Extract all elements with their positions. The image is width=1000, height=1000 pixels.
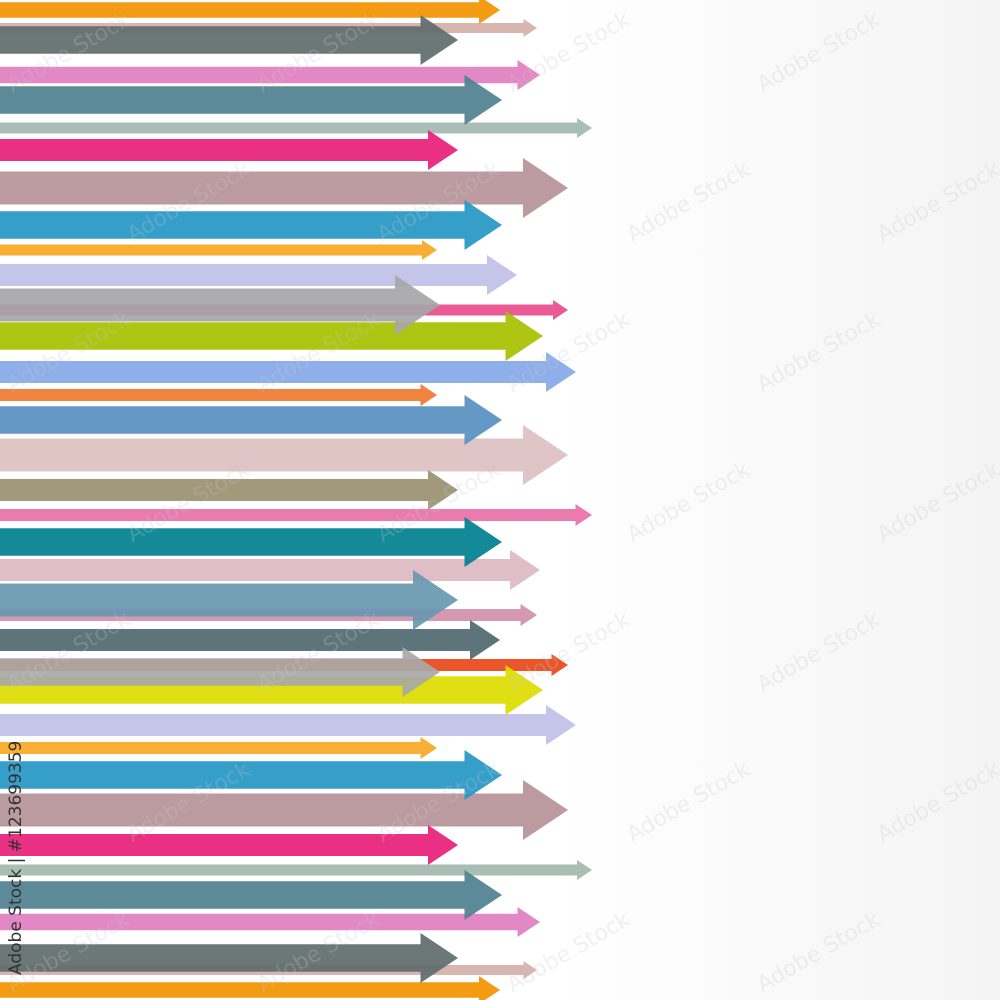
arrow-shape [0, 75, 502, 125]
arrow-shape [0, 425, 568, 485]
arrow-shape [0, 976, 500, 1000]
arrow-shape [0, 933, 458, 983]
arrow-shape [0, 200, 502, 250]
arrow-shape [0, 130, 458, 170]
arrow-shape [0, 870, 502, 920]
arrow-shape [0, 15, 458, 65]
arrow-shape [0, 860, 592, 880]
arrow-shape [0, 647, 440, 697]
arrow-shape [0, 60, 540, 90]
arrow-shape [0, 504, 592, 526]
arrow-shape [0, 0, 500, 24]
arrow-shape [0, 620, 500, 660]
arrow-shape [0, 118, 592, 138]
arrow-shape [0, 470, 458, 510]
arrow-shape [0, 275, 440, 335]
arrow-shape [0, 158, 568, 218]
stock-credit: Adobe Stock | #123699359 [6, 740, 26, 975]
arrow-shape [0, 907, 540, 937]
arrow-shape [0, 750, 502, 800]
arrow-shape [0, 550, 540, 590]
arrow-shape [0, 570, 458, 630]
arrow-shape [0, 240, 437, 260]
arrow-shape [0, 255, 517, 295]
arrow-shape [0, 517, 502, 567]
arrow-shape [0, 825, 458, 865]
arrow-shape [0, 395, 502, 445]
arrow-shape [0, 705, 576, 745]
arrow-shape [0, 384, 437, 406]
arrow-shape [0, 737, 437, 759]
arrow-shape [0, 780, 568, 840]
arrow-shape [0, 352, 576, 392]
